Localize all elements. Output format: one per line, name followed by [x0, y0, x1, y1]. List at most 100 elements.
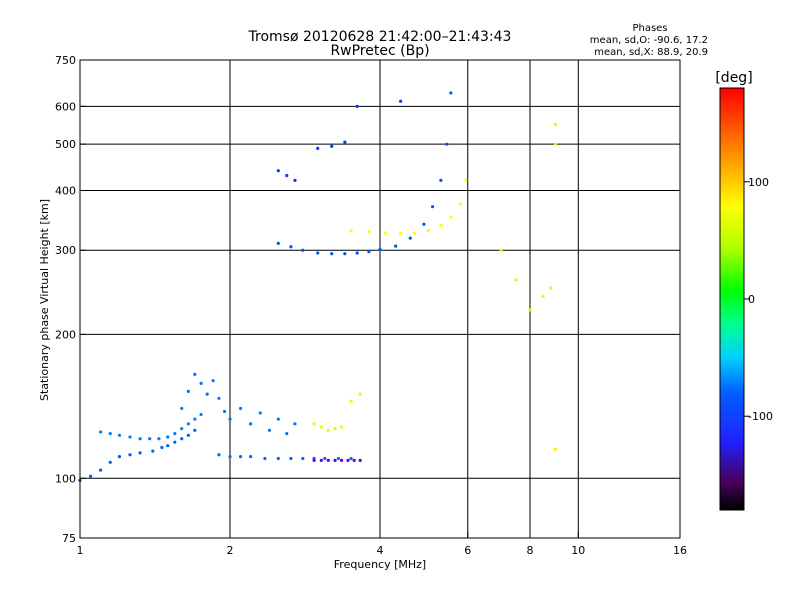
- data-point: [99, 430, 103, 434]
- data-point: [336, 456, 340, 461]
- series-group: [312, 392, 362, 432]
- data-point: [316, 146, 320, 150]
- data-point: [180, 437, 184, 441]
- data-point: [180, 427, 184, 431]
- data-point: [528, 308, 532, 312]
- data-point: [173, 432, 177, 436]
- data-point: [326, 458, 330, 462]
- data-point: [330, 144, 334, 148]
- data-point: [138, 451, 142, 455]
- series-group: [78, 428, 197, 482]
- data-point: [217, 453, 221, 457]
- data-point: [449, 215, 453, 219]
- x-tick-label: 6: [464, 544, 471, 557]
- series-group: [276, 91, 453, 256]
- data-point: [439, 223, 443, 228]
- data-point: [430, 205, 435, 209]
- data-point: [367, 250, 371, 254]
- y-axis-label: Stationary phase Virtual Height [km]: [38, 199, 51, 401]
- y-tick-label: 500: [55, 138, 76, 151]
- data-point: [333, 427, 337, 431]
- data-point: [333, 458, 337, 462]
- data-point: [263, 456, 267, 461]
- data-point: [249, 422, 253, 426]
- series-group: [276, 99, 403, 182]
- data-point: [180, 406, 184, 411]
- y-tick-label: 400: [55, 184, 76, 197]
- data-point: [449, 91, 453, 95]
- y-tick-label: 75: [62, 532, 76, 545]
- phases-heading: Phases: [632, 23, 667, 34]
- data-point: [499, 248, 503, 252]
- data-point: [413, 231, 417, 235]
- data-point: [301, 248, 305, 252]
- data-point: [340, 425, 344, 429]
- data-point: [458, 202, 463, 206]
- data-point: [285, 173, 289, 178]
- data-point: [128, 435, 132, 439]
- data-point: [355, 251, 359, 255]
- x-tick-label: 2: [227, 544, 234, 557]
- data-point: [276, 456, 280, 461]
- series-group: [99, 412, 203, 441]
- data-point: [383, 231, 387, 235]
- y-tick-label: 300: [55, 244, 76, 257]
- x-tick-label: 4: [377, 544, 384, 557]
- data-point: [222, 409, 227, 414]
- data-point: [193, 428, 197, 432]
- data-point: [422, 222, 426, 226]
- data-point: [330, 252, 334, 256]
- phases-o-stats: mean, sd,O: -90.6, 17.2: [590, 35, 708, 46]
- data-point: [166, 435, 170, 439]
- colorbar-tick-label: 100: [748, 176, 769, 189]
- data-point: [258, 411, 262, 415]
- data-point: [355, 104, 359, 108]
- data-point: [193, 372, 197, 376]
- data-points: [78, 91, 558, 482]
- data-point: [301, 456, 305, 461]
- series-group: [499, 122, 558, 451]
- data-point: [128, 453, 132, 457]
- data-point: [439, 178, 443, 182]
- series-group: [217, 453, 353, 461]
- chart-title: Tromsø 20120628 21:42:00–21:43:43: [248, 29, 512, 45]
- data-point: [138, 437, 142, 441]
- data-point: [186, 389, 190, 393]
- data-point: [553, 142, 558, 146]
- data-point: [108, 432, 112, 436]
- data-point: [186, 433, 190, 437]
- colorbar-ticks: -100 0 100: [744, 176, 773, 423]
- data-point: [549, 286, 553, 290]
- data-point: [267, 428, 272, 432]
- data-point: [157, 437, 161, 441]
- data-point: [358, 458, 362, 462]
- data-point: [228, 417, 232, 421]
- data-point: [394, 244, 398, 248]
- data-point: [346, 458, 350, 462]
- colorbar-tick-label: -100: [748, 410, 773, 423]
- grid-lines: [80, 60, 680, 538]
- data-point: [249, 455, 253, 459]
- data-point: [117, 455, 122, 459]
- x-tick-label: 10: [571, 544, 585, 557]
- data-point: [399, 231, 403, 236]
- data-point: [148, 437, 152, 441]
- series-group: [349, 178, 468, 236]
- y-tick-label: 100: [55, 472, 76, 485]
- x-tick-label: 8: [527, 544, 534, 557]
- data-point: [343, 252, 347, 256]
- data-point: [343, 140, 347, 144]
- data-point: [349, 399, 353, 403]
- data-point: [340, 458, 344, 462]
- data-point: [276, 169, 280, 173]
- data-point: [289, 245, 293, 249]
- data-point: [108, 460, 112, 464]
- data-point: [211, 379, 215, 383]
- x-tick-label: 1: [77, 544, 84, 557]
- data-point: [319, 458, 323, 462]
- data-point: [319, 425, 323, 429]
- y-tick-label: 750: [55, 54, 76, 67]
- data-point: [323, 456, 327, 461]
- data-point: [358, 392, 362, 396]
